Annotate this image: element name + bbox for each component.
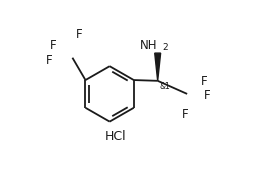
Text: &1: &1 [159, 82, 170, 91]
Text: 2: 2 [162, 43, 168, 52]
Text: HCl: HCl [105, 130, 127, 143]
Text: F: F [50, 39, 57, 52]
Text: F: F [201, 75, 208, 88]
Text: F: F [204, 89, 211, 102]
Text: F: F [46, 54, 52, 67]
Polygon shape [155, 53, 161, 81]
Text: F: F [76, 28, 83, 41]
Text: NH: NH [139, 39, 157, 52]
Text: F: F [182, 108, 189, 121]
